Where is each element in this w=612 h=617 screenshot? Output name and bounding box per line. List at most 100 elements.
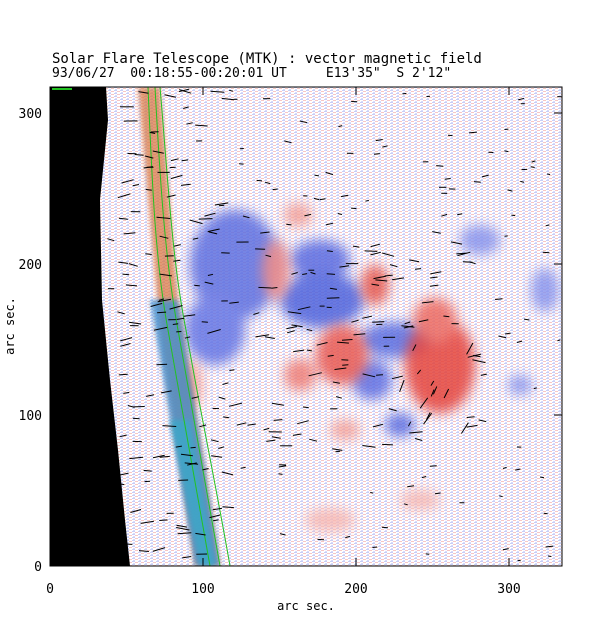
- field-vector: [372, 546, 378, 548]
- field-vector: [505, 332, 511, 335]
- field-vector: [306, 349, 312, 352]
- field-vector: [207, 273, 214, 276]
- field-vector: [184, 462, 199, 465]
- field-vector: [423, 412, 433, 425]
- field-vector: [266, 439, 276, 442]
- field-vector: [430, 380, 435, 386]
- field-vector: [210, 90, 225, 93]
- field-vector: [256, 179, 263, 182]
- y-tick-100: 100: [19, 409, 42, 424]
- field-vector: [278, 473, 283, 475]
- field-vector: [467, 353, 482, 358]
- field-vector: [362, 445, 376, 448]
- field-vector: [150, 302, 163, 307]
- field-vector: [557, 339, 561, 342]
- field-vector: [313, 197, 320, 201]
- field-vector: [548, 555, 552, 557]
- field-vector: [481, 174, 489, 178]
- field-vector: [332, 448, 343, 451]
- field-vector: [511, 214, 516, 217]
- field-vector: [130, 509, 142, 513]
- field-vector: [287, 311, 302, 315]
- field-vector: [236, 422, 247, 426]
- field-vector: [191, 396, 199, 399]
- field-vector: [286, 326, 298, 330]
- field-vector: [159, 235, 169, 239]
- field-vector: [121, 179, 134, 184]
- field-vector: [418, 319, 429, 323]
- field-vector: [179, 89, 192, 94]
- field-vector: [370, 243, 381, 248]
- field-vector: [229, 301, 239, 304]
- field-vector: [429, 284, 439, 287]
- field-vector: [170, 174, 183, 180]
- field-vector: [145, 253, 152, 255]
- field-vector: [457, 213, 463, 216]
- field-vector: [407, 485, 415, 488]
- field-vector: [327, 354, 334, 357]
- field-vector: [338, 125, 343, 128]
- field-vector: [209, 514, 221, 519]
- field-vector: [325, 171, 334, 176]
- field-vector: [178, 88, 190, 93]
- field-vector: [242, 215, 250, 219]
- field-vector: [170, 158, 179, 162]
- field-vector: [495, 298, 503, 300]
- field-vector: [518, 97, 525, 101]
- x-tick-200: 200: [344, 582, 367, 597]
- field-vector: [120, 543, 133, 545]
- field-vector: [173, 244, 181, 247]
- field-vector: [540, 476, 545, 479]
- field-vector: [264, 336, 275, 339]
- field-vector: [173, 259, 181, 262]
- field-vector: [176, 524, 187, 528]
- field-vector: [286, 330, 295, 334]
- field-vector: [404, 321, 411, 325]
- field-vector: [190, 446, 196, 449]
- field-vector: [436, 165, 444, 167]
- field-vector: [204, 212, 216, 217]
- field-vector: [184, 336, 191, 339]
- field-vector: [517, 559, 521, 562]
- field-vector: [325, 222, 334, 226]
- field-vector: [118, 472, 129, 476]
- field-vector: [372, 321, 385, 323]
- field-vector: [119, 434, 127, 438]
- field-vector: [365, 199, 370, 202]
- field-vector: [542, 251, 550, 254]
- field-vector: [271, 287, 278, 289]
- field-vector: [162, 425, 177, 427]
- field-vector: [172, 323, 179, 325]
- field-vector: [430, 271, 442, 275]
- field-vector: [247, 423, 256, 426]
- field-vector: [502, 466, 507, 469]
- field-vector: [207, 329, 221, 334]
- field-vector: [123, 232, 136, 235]
- field-vector: [175, 445, 182, 448]
- field-vector: [319, 198, 326, 201]
- field-vector: [118, 373, 128, 376]
- field-vector: [265, 254, 272, 258]
- field-vector: [297, 420, 309, 425]
- field-vector: [373, 275, 386, 280]
- field-vector: [186, 122, 193, 125]
- field-vector: [381, 526, 388, 529]
- field-vector: [302, 406, 309, 409]
- field-vector: [118, 217, 128, 220]
- field-vector: [164, 94, 177, 98]
- field-vector: [316, 342, 328, 346]
- field-vector: [128, 263, 138, 267]
- field-vector: [384, 274, 393, 277]
- field-vector: [107, 238, 115, 242]
- field-vector: [441, 213, 448, 217]
- field-vector: [229, 369, 235, 371]
- field-vector: [502, 548, 509, 551]
- field-vector: [466, 424, 478, 428]
- field-vector: [156, 216, 171, 219]
- y-tick-300: 300: [19, 107, 42, 122]
- field-vector: [291, 272, 298, 275]
- field-vector: [228, 402, 243, 407]
- field-vector: [302, 273, 308, 275]
- field-vector: [351, 319, 359, 323]
- field-vector: [271, 402, 284, 406]
